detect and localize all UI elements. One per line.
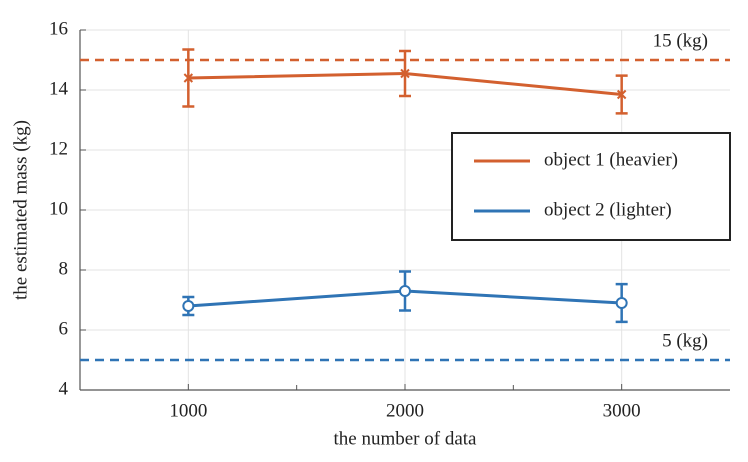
marker	[182, 300, 195, 312]
legend-label: object 2 (lighter)	[544, 199, 672, 220]
marker	[615, 297, 628, 309]
y-tick-label: 10	[49, 198, 68, 219]
y-tick-label: 16	[49, 18, 68, 39]
marker	[399, 285, 411, 297]
x-tick-label: 2000	[386, 400, 424, 421]
x-tick-label: 3000	[603, 400, 641, 421]
reference-label: 15 (kg)	[653, 30, 708, 51]
y-tick-label: 8	[59, 258, 69, 279]
legend-label: object 1 (heavier)	[544, 149, 678, 170]
marker	[616, 89, 627, 100]
y-tick-label: 4	[59, 378, 69, 399]
legend-box	[451, 132, 731, 241]
y-tick-label: 12	[49, 138, 68, 159]
x-tick-label: 1000	[169, 400, 207, 421]
x-axis-label: the number of data	[334, 428, 478, 449]
y-tick-label: 14	[49, 78, 69, 99]
reference-label: 5 (kg)	[662, 330, 708, 351]
y-tick-label: 6	[59, 318, 69, 339]
marker	[400, 68, 410, 79]
marker	[183, 73, 194, 83]
y-axis-label: the estimated mass (kg)	[10, 120, 31, 300]
